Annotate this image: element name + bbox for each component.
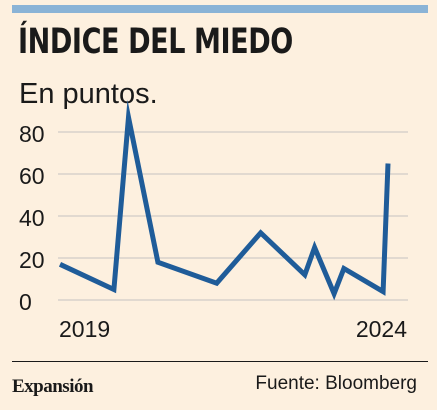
y-tick-label: 60 <box>19 163 45 189</box>
y-tick-labels: 0 20 40 60 80 <box>19 121 45 315</box>
source-note: Fuente: Bloomberg <box>255 373 417 394</box>
series-layer <box>58 99 391 301</box>
x-tick-label: 2024 <box>356 316 407 342</box>
x-tick-label: 2019 <box>59 316 110 342</box>
y-tick-label: 80 <box>19 121 45 147</box>
chart-subtitle: En puntos. <box>19 78 158 110</box>
series-line-0 <box>58 99 391 301</box>
x-tick-labels: 2019 2024 <box>59 316 407 342</box>
footer-divider <box>12 361 428 362</box>
y-tick-label: 20 <box>19 247 45 273</box>
y-tick-label: 40 <box>19 205 45 231</box>
y-tick-label: 0 <box>19 289 32 315</box>
chart-title: ÍNDICE DEL MIEDO <box>18 22 293 62</box>
top-accent-bar <box>12 5 428 13</box>
brand-logo: Expansión <box>12 376 94 397</box>
grid-lines <box>58 131 408 301</box>
